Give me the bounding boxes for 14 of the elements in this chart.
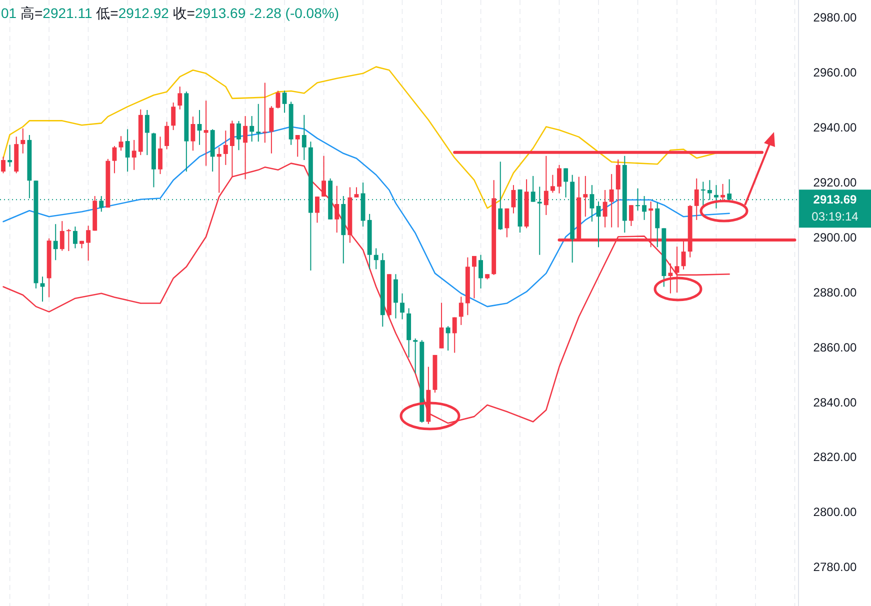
y-tick-label: 2980.00 bbox=[813, 10, 858, 24]
ref-line-label: 2913.69 bbox=[813, 192, 858, 207]
y-tick-label: 2860.00 bbox=[813, 340, 858, 354]
y-tick-label: 2960.00 bbox=[813, 65, 858, 80]
y-tick-label: 2840.00 bbox=[813, 395, 858, 410]
y-tick-label: 2780.00 bbox=[813, 560, 858, 574]
y-tick-label: 2900.00 bbox=[813, 230, 858, 244]
y-tick-label: 2940.00 bbox=[813, 120, 858, 134]
price-tag: 2913.69 03:19:14 bbox=[799, 190, 871, 228]
y-tick-label: 2880.00 bbox=[813, 285, 858, 300]
y-tick-label: 2920.00 bbox=[813, 175, 858, 190]
y-tick-label: 2820.00 bbox=[813, 450, 858, 464]
chart-title: 01 高=2921.11 低=2912.92 收=2913.69 -2.28 (-0.08%) bbox=[1, 5, 339, 21]
y-tick-label: 2800.00 bbox=[813, 505, 858, 520]
